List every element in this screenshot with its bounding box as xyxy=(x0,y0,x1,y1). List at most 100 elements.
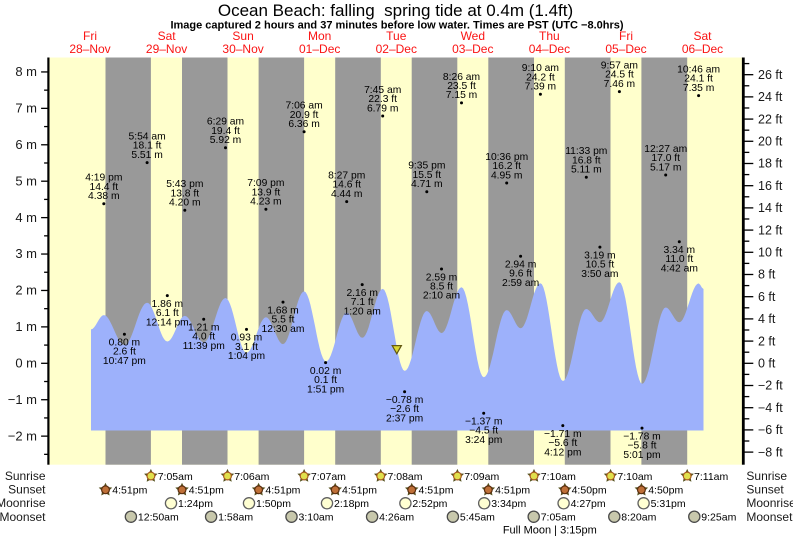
svg-text:6.79 m: 6.79 m xyxy=(367,103,398,114)
svg-text:3:34pm: 3:34pm xyxy=(491,498,526,510)
svg-text:7:07am: 7:07am xyxy=(311,471,346,483)
svg-text:−1.78 m: −1.78 m xyxy=(623,431,661,442)
svg-text:Moonrise: Moonrise xyxy=(746,496,793,510)
svg-text:17.0 ft: 17.0 ft xyxy=(651,153,680,164)
svg-text:8 m: 8 m xyxy=(15,64,37,79)
svg-text:7:11am: 7:11am xyxy=(694,471,728,483)
svg-text:−4.5 ft: −4.5 ft xyxy=(469,426,498,437)
svg-text:9:35 pm: 9:35 pm xyxy=(408,161,445,172)
svg-text:Thu: Thu xyxy=(539,29,560,43)
svg-text:3.34 m: 3.34 m xyxy=(664,245,695,256)
svg-text:−0.78 m: −0.78 m xyxy=(386,395,424,406)
svg-text:10 ft: 10 ft xyxy=(758,246,783,260)
svg-text:3:10am: 3:10am xyxy=(299,512,334,524)
svg-text:1.21 m: 1.21 m xyxy=(188,323,219,334)
svg-text:5.92 m: 5.92 m xyxy=(210,135,241,146)
svg-text:5.17 m: 5.17 m xyxy=(650,162,681,173)
svg-text:−1.71 m: −1.71 m xyxy=(544,429,582,440)
svg-text:03–Dec: 03–Dec xyxy=(452,42,493,56)
svg-text:Full Moon | 3:15pm: Full Moon | 3:15pm xyxy=(503,524,597,536)
svg-text:18.1 ft: 18.1 ft xyxy=(133,141,162,152)
svg-text:2:59 am: 2:59 am xyxy=(502,278,539,289)
svg-text:−2 m: −2 m xyxy=(8,428,37,443)
svg-text:24 ft: 24 ft xyxy=(758,90,783,104)
svg-text:4:51pm: 4:51pm xyxy=(189,485,224,497)
svg-text:−2.6 ft: −2.6 ft xyxy=(390,404,419,415)
svg-text:−1 m: −1 m xyxy=(8,392,37,407)
svg-text:4:12 pm: 4:12 pm xyxy=(544,447,581,458)
svg-text:0.80 m: 0.80 m xyxy=(109,338,140,349)
svg-text:1:51 pm: 1:51 pm xyxy=(307,384,344,395)
svg-text:4:51pm: 4:51pm xyxy=(112,485,147,497)
svg-text:5:31pm: 5:31pm xyxy=(651,498,686,510)
svg-text:10.5 ft: 10.5 ft xyxy=(586,260,615,271)
svg-text:7:06 am: 7:06 am xyxy=(285,101,322,112)
svg-text:04–Dec: 04–Dec xyxy=(529,42,570,56)
svg-text:13.9 ft: 13.9 ft xyxy=(252,187,281,198)
svg-text:05–Dec: 05–Dec xyxy=(605,42,646,56)
svg-text:5:43 pm: 5:43 pm xyxy=(166,179,203,190)
svg-text:10:46 am: 10:46 am xyxy=(677,65,720,76)
svg-text:5:45am: 5:45am xyxy=(460,512,495,524)
svg-text:0.1 ft: 0.1 ft xyxy=(314,375,337,386)
svg-text:−5.8 ft: −5.8 ft xyxy=(628,441,657,452)
svg-text:22.3 ft: 22.3 ft xyxy=(368,94,397,105)
svg-text:7:09am: 7:09am xyxy=(464,471,499,483)
svg-text:5.5 ft: 5.5 ft xyxy=(272,315,295,326)
svg-text:Sat: Sat xyxy=(693,29,712,43)
svg-text:16.2 ft: 16.2 ft xyxy=(492,161,521,172)
svg-text:Moonset: Moonset xyxy=(746,510,793,524)
svg-text:9.6 ft: 9.6 ft xyxy=(509,269,532,280)
svg-text:−6 ft: −6 ft xyxy=(758,423,783,437)
svg-text:8 ft: 8 ft xyxy=(758,268,776,282)
svg-text:−4 ft: −4 ft xyxy=(758,401,783,415)
svg-text:7:10am: 7:10am xyxy=(541,471,576,483)
svg-text:02–Dec: 02–Dec xyxy=(376,42,417,56)
svg-text:18 ft: 18 ft xyxy=(758,157,783,171)
svg-text:Sunrise: Sunrise xyxy=(746,469,787,483)
svg-text:7:05am: 7:05am xyxy=(158,471,193,483)
svg-text:4.20 m: 4.20 m xyxy=(169,198,200,209)
svg-text:4:51pm: 4:51pm xyxy=(495,485,530,497)
svg-text:Sunset: Sunset xyxy=(746,483,784,497)
svg-text:12:50am: 12:50am xyxy=(138,512,179,524)
svg-text:Fri: Fri xyxy=(619,29,633,43)
svg-text:4.71 m: 4.71 m xyxy=(411,179,442,190)
svg-text:3:50 am: 3:50 am xyxy=(581,269,618,280)
svg-text:12 ft: 12 ft xyxy=(758,223,783,237)
svg-text:1.68 m: 1.68 m xyxy=(267,305,298,316)
svg-text:10:36 pm: 10:36 pm xyxy=(485,152,528,163)
svg-text:2.94 m: 2.94 m xyxy=(505,260,536,271)
svg-text:11:33 pm: 11:33 pm xyxy=(565,146,607,157)
svg-text:22 ft: 22 ft xyxy=(758,112,783,126)
svg-text:4 m: 4 m xyxy=(15,210,37,225)
svg-text:3 m: 3 m xyxy=(15,246,37,261)
svg-text:4:42 am: 4:42 am xyxy=(661,263,698,274)
svg-text:15.5 ft: 15.5 ft xyxy=(412,170,441,181)
svg-text:6 m: 6 m xyxy=(15,137,37,152)
svg-text:4.95 m: 4.95 m xyxy=(491,170,522,181)
svg-text:4:51pm: 4:51pm xyxy=(419,485,454,497)
svg-text:7.1 ft: 7.1 ft xyxy=(351,297,374,308)
svg-text:19.4 ft: 19.4 ft xyxy=(211,126,240,137)
svg-text:4.44 m: 4.44 m xyxy=(331,189,362,200)
svg-text:9:10 am: 9:10 am xyxy=(522,63,559,74)
svg-text:0.02 m: 0.02 m xyxy=(310,366,341,377)
svg-text:16.8 ft: 16.8 ft xyxy=(572,155,601,166)
svg-text:1:50pm: 1:50pm xyxy=(256,498,291,510)
svg-text:06–Dec: 06–Dec xyxy=(682,42,723,56)
svg-text:2:18pm: 2:18pm xyxy=(334,498,369,510)
svg-text:4.0 ft: 4.0 ft xyxy=(192,332,215,343)
svg-text:3.1 ft: 3.1 ft xyxy=(235,342,258,353)
svg-text:5.11 m: 5.11 m xyxy=(571,165,602,176)
svg-text:1:20 am: 1:20 am xyxy=(344,306,381,317)
svg-text:5 m: 5 m xyxy=(15,173,37,188)
svg-text:24.5 ft: 24.5 ft xyxy=(605,70,634,81)
svg-text:2.59 m: 2.59 m xyxy=(426,272,457,283)
svg-text:1:58am: 1:58am xyxy=(218,512,253,524)
svg-text:26 ft: 26 ft xyxy=(758,68,783,82)
svg-text:14.4 ft: 14.4 ft xyxy=(89,182,118,193)
svg-text:2.16 m: 2.16 m xyxy=(346,288,377,299)
svg-text:6.1 ft: 6.1 ft xyxy=(156,308,179,319)
svg-text:12:27 am: 12:27 am xyxy=(644,144,687,155)
